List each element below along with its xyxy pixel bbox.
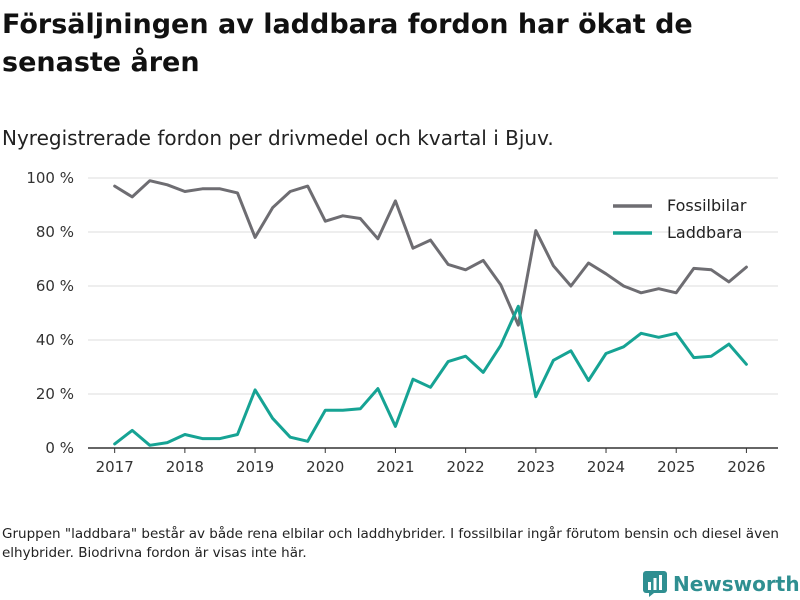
y-tick-label: 20 % xyxy=(36,385,74,403)
series-line-laddbara xyxy=(113,304,748,447)
x-tick-label: 2020 xyxy=(306,458,344,476)
x-tick-label: 2022 xyxy=(447,458,485,476)
x-tick-label: 2023 xyxy=(517,458,555,476)
x-tick-label: 2021 xyxy=(376,458,414,476)
y-tick-label: 80 % xyxy=(36,223,74,241)
legend-label-fossilbilar: Fossilbilar xyxy=(667,196,747,215)
x-tick-label: 2017 xyxy=(96,458,134,476)
x-tick-label: 2025 xyxy=(657,458,695,476)
line-chart: 0 % 20 % 40 % 60 % 80 % 100 % 2017 2018 2019 2020… xyxy=(26,169,778,476)
chart-title: Försäljningen av laddbara fordon har öka… xyxy=(2,9,693,78)
y-tick-label: 100 % xyxy=(26,169,74,187)
legend: Fossilbilar Laddbara xyxy=(613,196,747,242)
series-layer xyxy=(113,179,748,447)
grid-layer xyxy=(88,177,778,449)
brand-name: Newsworthy xyxy=(673,572,800,596)
x-tick-label: 2019 xyxy=(236,458,274,476)
y-tick-label: 40 % xyxy=(36,331,74,349)
chart-subtitle: Nyregistrerade fordon per drivmedel och … xyxy=(2,126,554,150)
axis-layer: 0 % 20 % 40 % 60 % 80 % 100 % 2017 2018 2019 2020… xyxy=(26,169,765,476)
series-line-fossilbilar xyxy=(113,179,748,327)
x-tick-label: 2026 xyxy=(727,458,765,476)
bar-chart-logo-icon xyxy=(643,571,667,597)
x-tick-label: 2024 xyxy=(587,458,625,476)
y-tick-label: 60 % xyxy=(36,277,74,295)
y-tick-label: 0 % xyxy=(45,439,74,457)
legend-label-laddbara: Laddbara xyxy=(667,223,742,242)
x-tick-label: 2018 xyxy=(166,458,204,476)
brand-logo[interactable]: Newsworthy xyxy=(643,568,800,600)
footnote: Gruppen "laddbara" består av både rena e… xyxy=(2,526,779,561)
